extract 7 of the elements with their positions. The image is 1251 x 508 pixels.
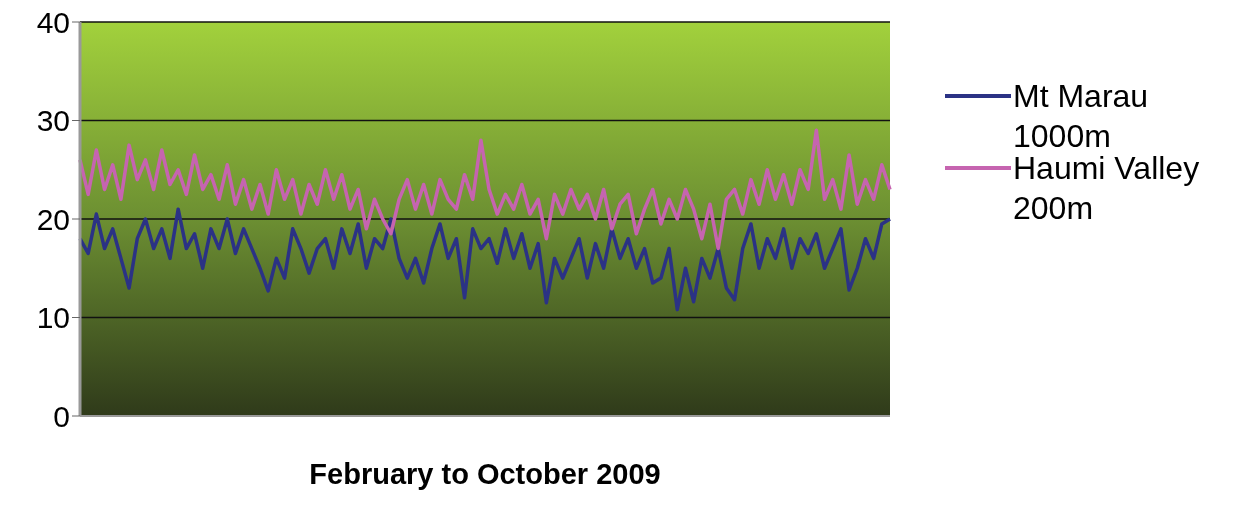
y-tick-label: 30 <box>36 104 70 138</box>
y-tick-label: 0 <box>53 399 70 433</box>
y-tick-label: 20 <box>36 202 70 236</box>
y-tick-label: 10 <box>36 301 70 335</box>
x-axis-title: February to October 2009 <box>309 458 661 490</box>
y-tick-label: 40 <box>36 5 70 39</box>
line-series <box>78 128 892 251</box>
